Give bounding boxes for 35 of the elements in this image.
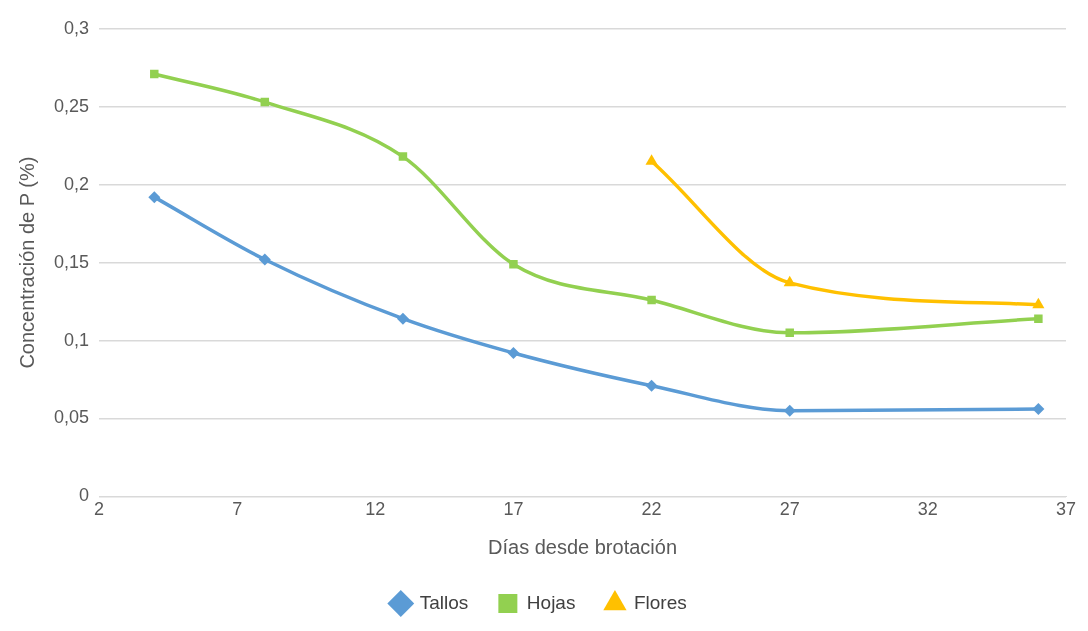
x-tick-label: 27 bbox=[779, 499, 800, 520]
y-axis-title: Concentración de P (%) bbox=[15, 156, 38, 369]
legend-label: Flores bbox=[633, 591, 687, 613]
point bbox=[785, 328, 794, 337]
y-tick-label: 0,15 bbox=[53, 251, 90, 272]
point bbox=[258, 253, 271, 266]
legend-label: Tallos bbox=[419, 591, 469, 613]
x-tick-label: 37 bbox=[1055, 499, 1077, 520]
point bbox=[645, 154, 658, 165]
y-tick-label: 0,2 bbox=[64, 173, 90, 194]
y-tick-label: 0,3 bbox=[64, 17, 90, 38]
point bbox=[645, 379, 658, 392]
point bbox=[1032, 403, 1045, 416]
x-tick-label: 32 bbox=[917, 499, 938, 520]
x-tick-label: 17 bbox=[503, 499, 524, 520]
x-tick-label: 12 bbox=[365, 499, 386, 520]
point bbox=[1032, 297, 1045, 309]
point bbox=[1034, 314, 1043, 323]
point bbox=[509, 259, 518, 269]
point bbox=[647, 295, 656, 305]
point bbox=[396, 312, 409, 325]
x-tick-label: 2 bbox=[94, 499, 105, 520]
x-tick-label: 7 bbox=[232, 499, 243, 520]
point bbox=[507, 347, 520, 359]
point bbox=[150, 69, 159, 79]
y-tick-label: 0 bbox=[79, 485, 90, 506]
y-tick-label: 0,25 bbox=[53, 95, 90, 116]
y-tick-label: 0,1 bbox=[64, 329, 90, 350]
point bbox=[148, 191, 161, 204]
x-axis-title: Días desde brotación bbox=[488, 535, 678, 558]
legend-label: Hojas bbox=[526, 591, 576, 613]
y-tick-label: 0,05 bbox=[53, 407, 90, 428]
point bbox=[783, 275, 796, 287]
x-tick-label: 22 bbox=[641, 499, 662, 520]
point bbox=[398, 152, 408, 161]
